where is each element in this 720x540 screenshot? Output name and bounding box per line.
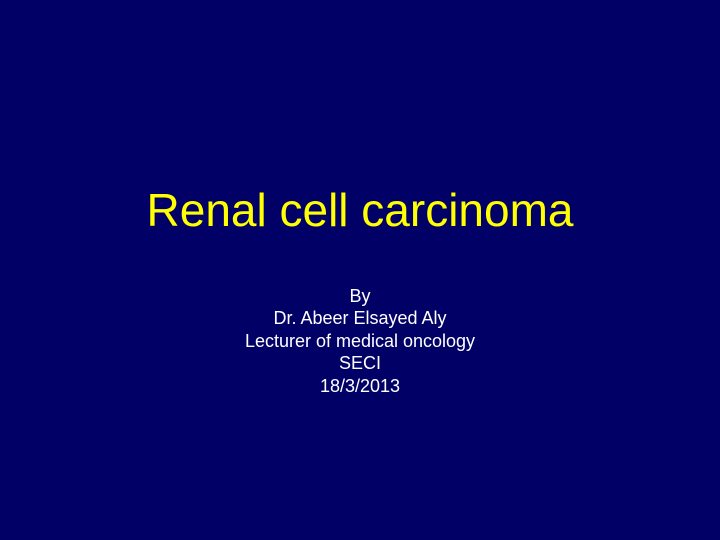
subtitle-block: By Dr. Abeer Elsayed Aly Lecturer of med… bbox=[0, 285, 720, 398]
date: 18/3/2013 bbox=[0, 375, 720, 398]
author-role: Lecturer of medical oncology bbox=[0, 330, 720, 353]
author-name: Dr. Abeer Elsayed Aly bbox=[0, 307, 720, 330]
slide-container: Renal cell carcinoma By Dr. Abeer Elsaye… bbox=[0, 143, 720, 398]
byline: By bbox=[0, 285, 720, 308]
slide-title: Renal cell carcinoma bbox=[0, 183, 720, 237]
institution: SECI bbox=[0, 352, 720, 375]
